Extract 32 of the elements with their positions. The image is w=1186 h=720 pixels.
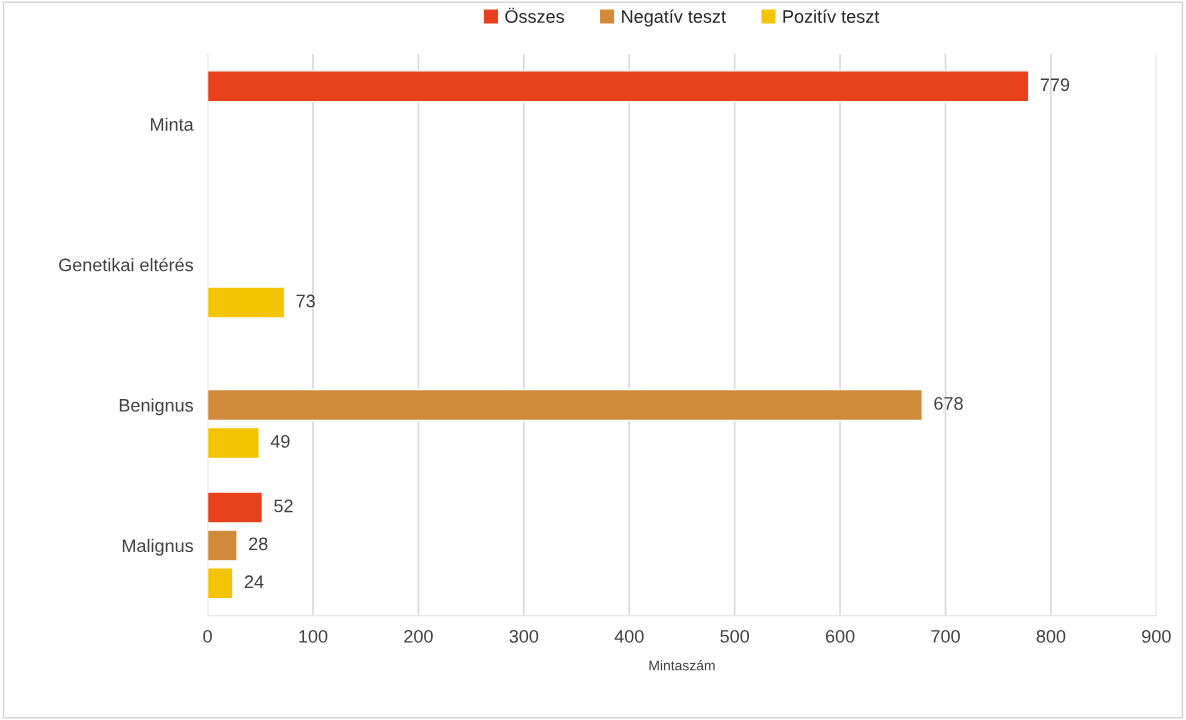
y-tick-label: Benignus bbox=[119, 398, 194, 416]
legend-label: Összes bbox=[505, 7, 565, 23]
x-tick-label: 200 bbox=[404, 629, 433, 643]
bar bbox=[207, 388, 924, 422]
x-tick-label: 600 bbox=[825, 629, 855, 643]
legend-label: Negatív teszt bbox=[622, 9, 726, 27]
y-tick-label: Minta bbox=[150, 117, 194, 131]
bar bbox=[207, 70, 1030, 103]
data-label: 28 bbox=[249, 537, 268, 551]
data-label: 678 bbox=[934, 397, 963, 410]
x-tick-label: 700 bbox=[931, 629, 960, 643]
data-label: 52 bbox=[274, 499, 293, 513]
data-label: 779 bbox=[1040, 78, 1070, 92]
x-axis-title: Mintaszám bbox=[649, 660, 715, 671]
bar bbox=[207, 529, 238, 562]
bar bbox=[207, 567, 234, 600]
data-label: 24 bbox=[244, 575, 264, 588]
y-tick-label: Genetikai eltérés bbox=[59, 257, 194, 272]
data-label: 73 bbox=[296, 294, 315, 308]
x-tick-label: 0 bbox=[203, 629, 212, 643]
x-tick-label: 300 bbox=[509, 629, 539, 643]
x-tick-label: 100 bbox=[299, 629, 328, 643]
bar bbox=[207, 286, 286, 319]
data-label: 49 bbox=[270, 434, 290, 448]
x-tick-label: 500 bbox=[720, 629, 750, 643]
bar bbox=[207, 426, 260, 460]
legend-label: Pozitív teszt bbox=[783, 9, 880, 23]
x-tick-label: 800 bbox=[1036, 629, 1066, 643]
y-tick-label: Malignus bbox=[122, 538, 194, 556]
bar bbox=[207, 491, 264, 524]
x-tick-label: 400 bbox=[614, 629, 644, 643]
x-tick-label: 900 bbox=[1142, 629, 1171, 643]
